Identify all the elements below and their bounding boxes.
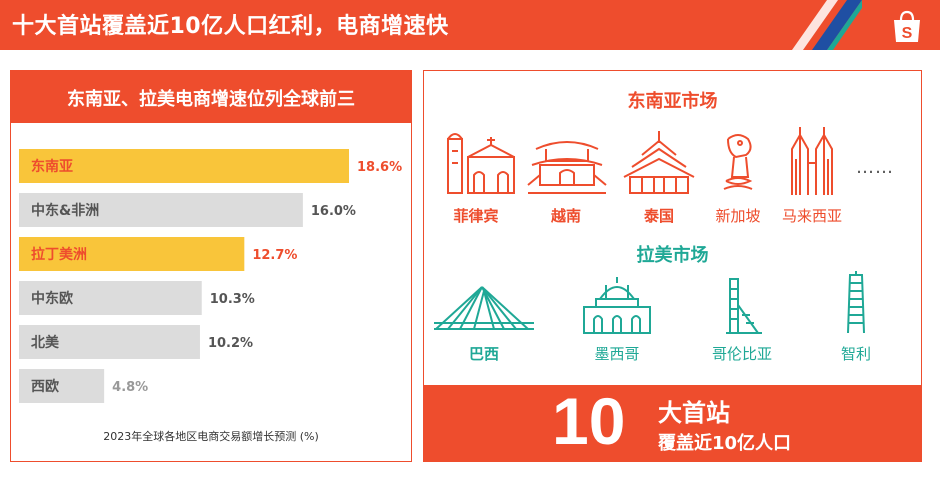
bar-category-label: 中东欧 [31,290,73,307]
latam-market-title: 拉美市场 [636,245,709,266]
page-title: 十大首站覆盖近10亿人口红利，电商增速快 [12,14,449,39]
country-mexico: 墨西哥 [594,345,640,363]
bar-value-label: 10.2% [208,336,253,351]
tower-icon [726,278,762,334]
bar-value-label: 16.0% [311,204,356,219]
bar-1 [19,193,303,227]
country-philippines: 菲律宾 [453,207,499,225]
bar-value-label: 4.8% [112,380,148,395]
header-bar: 十大首站覆盖近10亿人口红利，电商增速快 S [0,0,940,50]
temple-icon [623,131,695,194]
bar-category-label: 中东&非洲 [31,202,99,219]
bar-category-label: 北美 [31,334,60,351]
country-malaysia: 马来西亚 [781,207,842,225]
chart-caption: 2023年全球各地区电商交易额增长预测 (%) [103,430,319,443]
bar-category-label: 西欧 [31,378,59,395]
sea-market-title: 东南亚市场 [627,91,718,112]
stations-count: 10 [552,384,626,458]
country-singapore: 新加坡 [715,207,761,225]
chart-panel-header: 东南亚、拉美电商增速位列全球前三 [11,71,411,123]
twin-towers-icon [791,127,833,195]
growth-chart-panel: 东南亚、拉美电商增速位列全球前三 东南亚 18.6% 中东&非洲 16.0% 拉丁美洲 1… [10,70,412,462]
markets-panel: 东南亚市场 [423,70,922,462]
country-colombia: 哥伦比亚 [711,345,772,363]
country-chile: 智利 [840,345,871,363]
stations-label: 大首站 [658,399,730,427]
bar-category-label: 东南亚 [31,158,73,175]
more-markets-dots: …… [856,157,894,178]
svg-text:S: S [902,25,913,42]
bar-0 [19,149,349,183]
bar-5 [19,369,105,403]
country-brazil: 巴西 [468,345,499,363]
chart-panel-title: 东南亚、拉美电商增速位列全球前三 [67,89,355,110]
merlion-icon [723,134,753,190]
shopee-bag-icon: S [894,10,920,42]
bar-4 [19,325,200,359]
bar-2 [19,237,245,271]
bar-category-label: 拉丁美洲 [31,246,87,263]
bridge-icon [434,286,534,330]
bar-value-label: 10.3% [210,292,255,307]
population-label: 覆盖近10亿人口 [658,433,792,454]
decorative-stripes [792,0,862,50]
country-vietnam: 越南 [550,207,581,225]
church-icon [447,133,515,194]
bar-value-label: 12.7% [252,248,297,263]
palace-icon [583,277,651,334]
pagoda-icon [527,141,607,194]
bar-3 [19,281,202,315]
highlight-bar: 10 大首站 覆盖近10亿人口 [424,384,921,462]
growth-bar-chart: 东南亚 18.6% 中东&非洲 16.0% 拉丁美洲 12.7% 中东欧 10.3% 北美 10.… [19,149,402,403]
country-thailand: 泰国 [643,207,674,225]
skyscraper-icon [847,271,865,334]
bar-value-label: 18.6% [357,160,402,175]
